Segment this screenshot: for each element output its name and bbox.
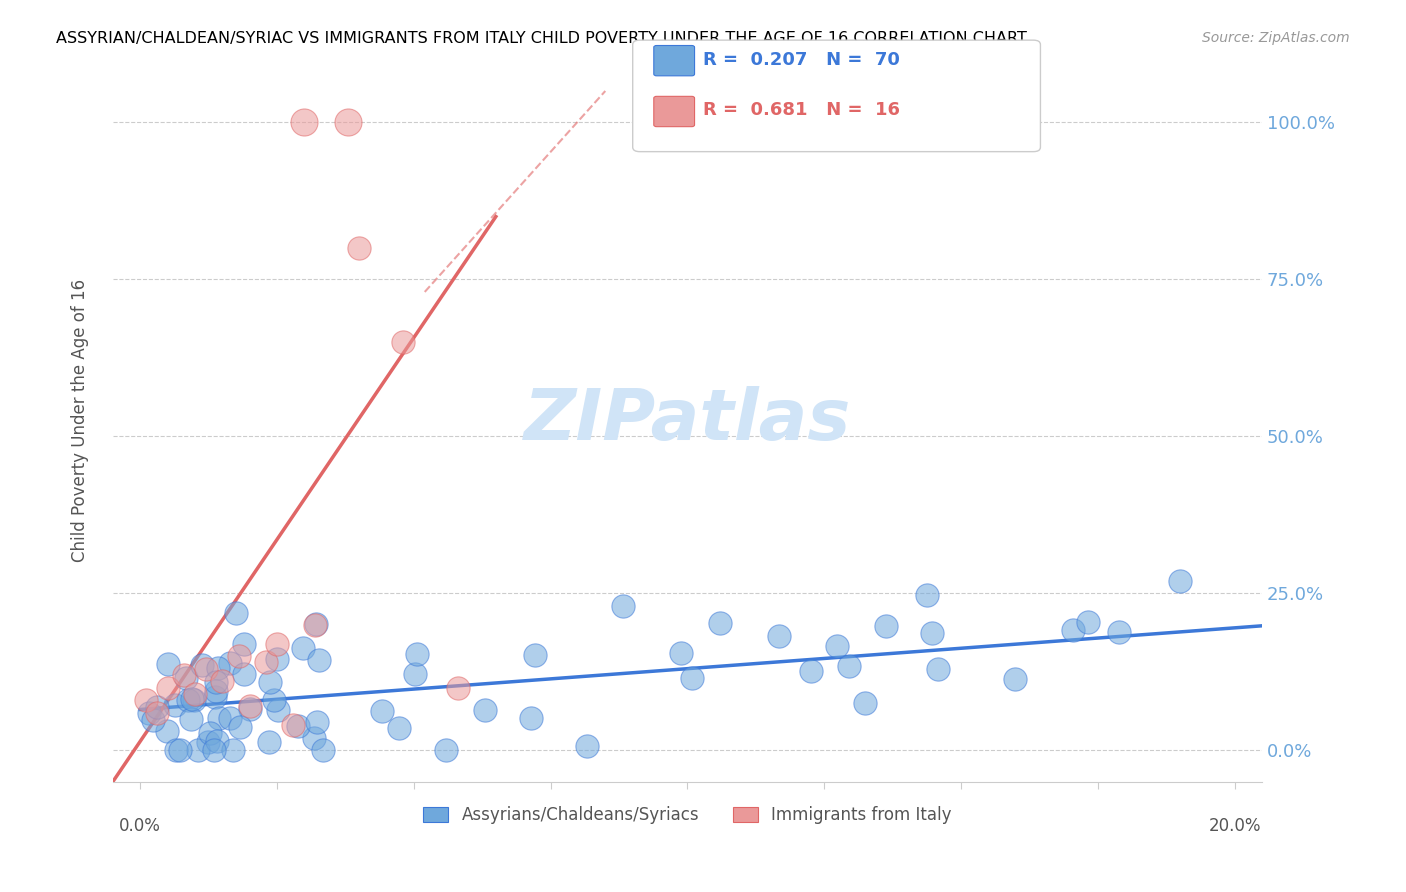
- Point: [304, 617, 326, 632]
- Point: [576, 739, 599, 753]
- Point: [302, 731, 325, 745]
- Point: [915, 588, 938, 602]
- Point: [1108, 625, 1130, 640]
- Text: 0.0%: 0.0%: [120, 817, 162, 835]
- Point: [204, 690, 226, 704]
- Point: [225, 606, 247, 620]
- Point: [388, 721, 411, 735]
- Point: [875, 619, 897, 633]
- Point: [312, 743, 335, 757]
- Point: [304, 617, 326, 632]
- Point: [292, 115, 315, 129]
- Point: [292, 641, 315, 656]
- Point: [207, 661, 229, 675]
- Point: [768, 629, 790, 643]
- Point: [219, 656, 242, 670]
- Point: [266, 651, 288, 665]
- Point: [239, 702, 262, 716]
- Text: R =  0.207   N =  70: R = 0.207 N = 70: [703, 51, 900, 69]
- Point: [202, 743, 225, 757]
- Point: [145, 706, 167, 720]
- Point: [180, 712, 202, 726]
- Point: [371, 704, 394, 718]
- Point: [474, 703, 496, 717]
- Point: [709, 616, 731, 631]
- Point: [520, 711, 543, 725]
- Point: [205, 674, 228, 689]
- Point: [233, 666, 256, 681]
- Point: [184, 687, 207, 701]
- Point: [308, 653, 330, 667]
- Point: [921, 626, 943, 640]
- Point: [436, 743, 458, 757]
- Legend: Assyrians/Chaldeans/Syriacs, Immigrants from Italy: Assyrians/Chaldeans/Syriacs, Immigrants …: [416, 800, 957, 831]
- Point: [219, 710, 242, 724]
- Point: [198, 726, 221, 740]
- Point: [207, 734, 229, 748]
- Point: [263, 693, 285, 707]
- Point: [211, 674, 233, 689]
- Point: [392, 335, 415, 350]
- Point: [205, 683, 228, 698]
- Point: [259, 675, 281, 690]
- Point: [266, 636, 288, 650]
- Point: [853, 696, 876, 710]
- Point: [347, 241, 370, 255]
- Point: [146, 700, 169, 714]
- Point: [233, 637, 256, 651]
- Point: [165, 743, 187, 757]
- Point: [838, 659, 860, 673]
- Point: [927, 662, 949, 676]
- Point: [165, 698, 187, 713]
- Point: [142, 713, 165, 727]
- Point: [229, 720, 252, 734]
- Point: [135, 693, 157, 707]
- Text: ASSYRIAN/CHALDEAN/SYRIAC VS IMMIGRANTS FROM ITALY CHILD POVERTY UNDER THE AGE OF: ASSYRIAN/CHALDEAN/SYRIAC VS IMMIGRANTS F…: [56, 31, 1028, 46]
- Point: [681, 671, 703, 685]
- Point: [254, 656, 277, 670]
- Point: [337, 115, 360, 129]
- Point: [155, 724, 177, 739]
- Text: Source: ZipAtlas.com: Source: ZipAtlas.com: [1202, 31, 1350, 45]
- Point: [173, 668, 195, 682]
- Point: [228, 649, 250, 664]
- Point: [181, 692, 204, 706]
- Point: [612, 599, 634, 613]
- Point: [208, 710, 231, 724]
- Point: [1062, 624, 1084, 638]
- Point: [305, 714, 328, 729]
- Point: [197, 735, 219, 749]
- Point: [825, 640, 848, 654]
- Point: [446, 681, 468, 695]
- Point: [187, 743, 209, 757]
- Point: [523, 648, 546, 663]
- Point: [156, 681, 179, 695]
- Point: [267, 703, 290, 717]
- Point: [177, 692, 200, 706]
- Y-axis label: Child Poverty Under the Age of 16: Child Poverty Under the Age of 16: [72, 279, 89, 562]
- Point: [194, 662, 217, 676]
- Point: [1004, 672, 1026, 686]
- Point: [183, 693, 205, 707]
- Point: [190, 658, 212, 673]
- Point: [176, 671, 198, 685]
- Point: [405, 647, 427, 661]
- Point: [669, 646, 692, 660]
- Point: [156, 657, 179, 671]
- Point: [138, 706, 160, 721]
- Text: 20.0%: 20.0%: [1208, 817, 1261, 835]
- Point: [222, 742, 245, 756]
- Point: [1168, 574, 1191, 588]
- Point: [283, 718, 305, 732]
- Point: [239, 699, 262, 714]
- Text: R =  0.681   N =  16: R = 0.681 N = 16: [703, 101, 900, 119]
- Point: [287, 719, 309, 733]
- Text: ZIPatlas: ZIPatlas: [523, 386, 851, 455]
- Point: [1077, 615, 1099, 630]
- Point: [169, 743, 191, 757]
- Point: [404, 667, 426, 681]
- Point: [800, 664, 823, 678]
- Point: [259, 735, 281, 749]
